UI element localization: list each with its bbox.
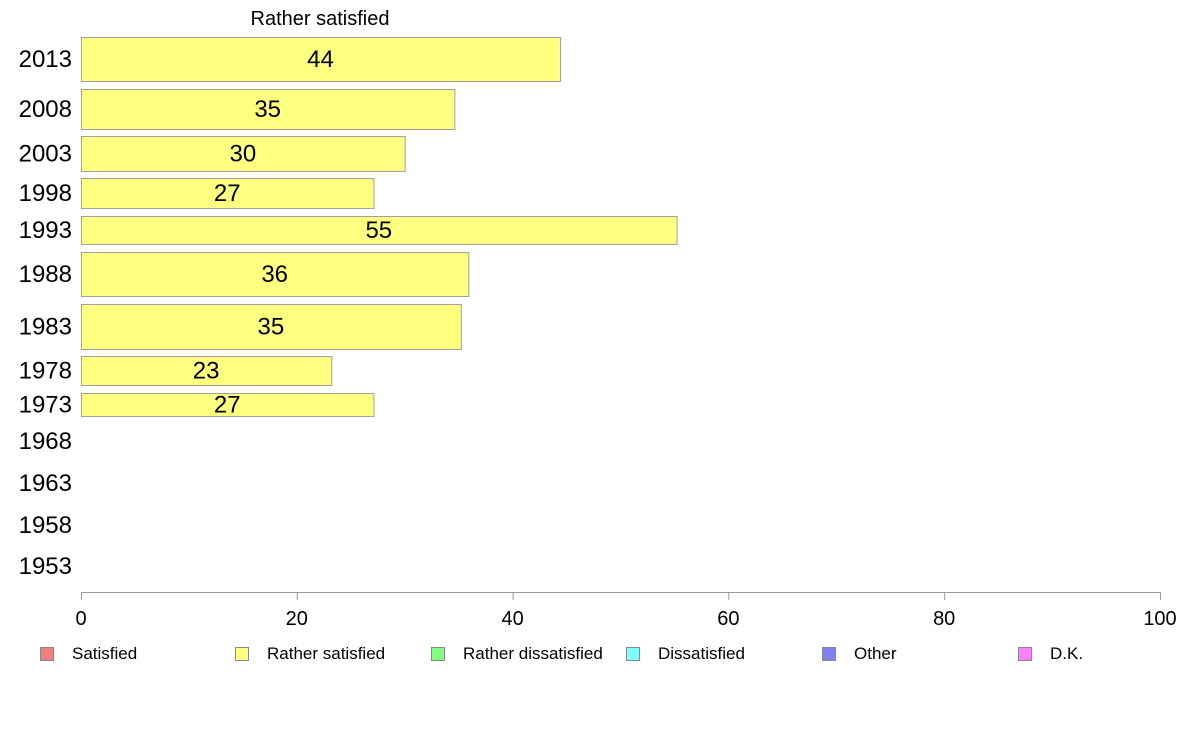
- bar-value-label: 35: [258, 314, 285, 341]
- legend-item-dissatisfied: Dissatisfied: [626, 644, 745, 664]
- bar: [81, 178, 375, 209]
- bar-value-label: 23: [193, 358, 220, 385]
- legend-item-dk: D.K.: [1018, 644, 1083, 664]
- bar: [81, 356, 333, 386]
- legend-label-satisfied: Satisfied: [72, 644, 138, 663]
- y-tick-label: 1983: [19, 314, 72, 341]
- y-tick-label: 1968: [19, 428, 72, 455]
- x-axis: 0 20 40 60 80 100: [75, 592, 1177, 630]
- legend-swatch-dk: [1018, 647, 1032, 661]
- legend-swatch-rather-satisfied: [235, 647, 249, 661]
- y-tick-label: 1953: [19, 553, 72, 580]
- legend-swatch-rather-dissatisfied: [431, 647, 445, 661]
- y-tick-label: 1958: [19, 512, 72, 539]
- bar: [81, 304, 462, 350]
- legend-label-dissatisfied: Dissatisfied: [658, 644, 745, 663]
- x-tick-label: 40: [501, 608, 523, 630]
- bar: [81, 393, 375, 417]
- y-tick-label: 2008: [19, 96, 72, 123]
- legend-item-rather-satisfied: Rather satisfied: [235, 644, 385, 664]
- x-tick-label: 20: [286, 608, 308, 630]
- x-tick-label: 80: [933, 608, 955, 630]
- x-tick-label: 0: [75, 608, 86, 630]
- bar-value-label: 36: [261, 261, 288, 288]
- y-tick-label: 1998: [19, 180, 72, 207]
- x-tick-label: 100: [1143, 608, 1176, 630]
- bar-value-label: 30: [229, 141, 256, 168]
- bar-chart: Rather satisfied 44 35 30 27 55 36 35 23 27 2013…: [19, 8, 1177, 630]
- bar: [81, 37, 562, 82]
- legend-item-satisfied: Satisfied: [40, 644, 137, 664]
- bar: [81, 252, 470, 297]
- y-tick-label: 2003: [19, 141, 72, 168]
- legend-label-dk: D.K.: [1050, 644, 1084, 663]
- bar-value-label: 35: [254, 96, 281, 123]
- y-tick-label: 1978: [19, 358, 72, 385]
- y-tick-label: 1988: [19, 261, 72, 288]
- bar: [81, 216, 678, 245]
- legend-label-other: Other: [854, 644, 897, 663]
- legend-swatch-dissatisfied: [626, 647, 640, 661]
- bar: [81, 136, 406, 172]
- legend-item-other: Other: [822, 644, 897, 664]
- x-tick-label: 60: [717, 608, 739, 630]
- bar: [81, 89, 456, 130]
- bar-value-label: 27: [214, 180, 241, 207]
- legend: Satisfied Rather satisfied Rather dissat…: [0, 644, 1188, 672]
- bars-group: 44 35 30 27 55 36 35 23 27: [81, 37, 678, 419]
- legend-swatch-satisfied: [40, 647, 54, 661]
- bar-value-label: 55: [365, 217, 392, 244]
- chart-title: Rather satisfied: [251, 8, 390, 30]
- legend-item-rather-dissatisfied: Rather dissatisfied: [431, 644, 603, 664]
- y-tick-label: 2013: [19, 46, 72, 73]
- y-tick-labels: 2013 2008 2003 1998 1993 1988 1983 1978 1973 1968…: [19, 46, 72, 580]
- bar-value-label: 44: [307, 46, 334, 73]
- y-tick-label: 1973: [19, 392, 72, 419]
- legend-label-rather-satisfied: Rather satisfied: [267, 644, 386, 663]
- legend-swatch-other: [822, 647, 836, 661]
- bar-value-label: 27: [214, 392, 241, 419]
- y-tick-label: 1963: [19, 470, 72, 497]
- y-tick-label: 1993: [19, 217, 72, 244]
- legend-label-rather-dissatisfied: Rather dissatisfied: [463, 644, 603, 663]
